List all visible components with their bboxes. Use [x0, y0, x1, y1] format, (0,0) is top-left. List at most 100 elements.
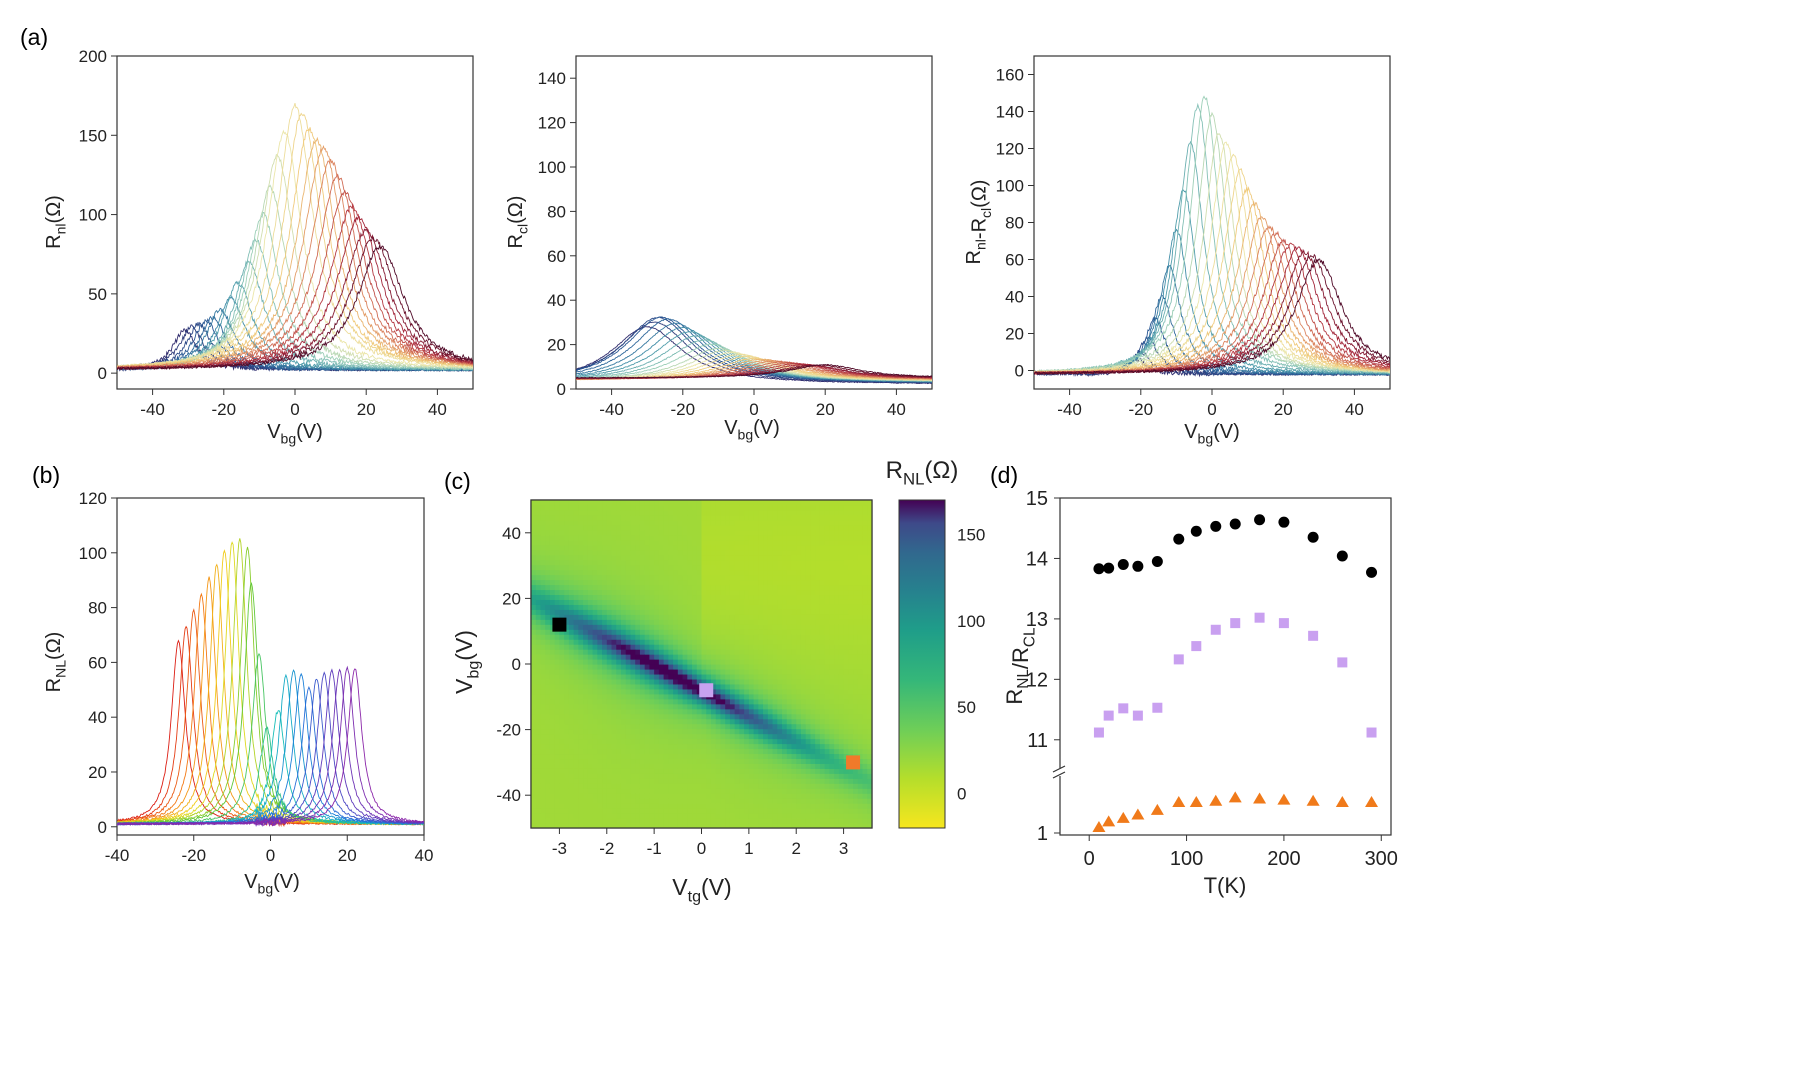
heatmap-cell [857, 649, 864, 655]
heatmap-cell [805, 654, 812, 660]
heatmap-cell [568, 698, 575, 705]
heatmap-cell [554, 818, 561, 824]
heatmap-cell [734, 818, 740, 824]
heatmap-cell [649, 773, 655, 779]
heatmap-cell [592, 599, 598, 605]
heatmap-cell [701, 564, 707, 571]
heatmap-cell [710, 778, 717, 784]
heatmap-cell [857, 509, 864, 516]
heatmap-cell [848, 504, 854, 511]
heatmap-cell [583, 733, 589, 740]
heatmap-cell [540, 693, 546, 700]
heatmap-cell [819, 813, 826, 819]
heatmap-cell [540, 753, 546, 760]
heatmap-cell [739, 743, 745, 750]
heatmap-cell [720, 813, 726, 819]
heatmap-cell [602, 564, 608, 571]
heatmap-cell [602, 664, 608, 670]
heatmap-cell [687, 664, 693, 670]
heatmap-cell [701, 813, 707, 819]
heatmap-cell [819, 743, 826, 750]
heatmap-cell [531, 703, 537, 710]
heatmap-cell [824, 673, 830, 680]
heatmap-cell [673, 609, 679, 615]
heatmap-cell [592, 594, 598, 600]
heatmap-cell [535, 763, 542, 769]
heatmap-cell [696, 609, 703, 615]
heatmap-cell [834, 649, 840, 655]
heatmap-cell [800, 728, 807, 735]
heatmap-cell [829, 733, 835, 740]
heatmap-cell [682, 519, 688, 526]
heatmap-cell [739, 808, 745, 814]
heatmap-cell [554, 504, 561, 511]
heatmap-cell [810, 748, 816, 755]
heatmap-cell [602, 763, 608, 769]
heatmap-cell [834, 698, 840, 705]
heatmap-cell [625, 758, 632, 764]
heatmap-cell [701, 569, 707, 576]
heatmap-cell [635, 524, 641, 531]
heatmap-cell [554, 693, 561, 700]
heatmap-cell [843, 703, 849, 710]
heatmap-cell [687, 614, 693, 620]
heatmap-cell [824, 564, 830, 571]
heatmap-cell [573, 654, 579, 660]
y-axis-label: Rnl(Ω) [43, 195, 69, 249]
heatmap-cell [578, 524, 584, 531]
heatmap-cell [620, 668, 627, 675]
heatmap-cell [819, 619, 826, 625]
heatmap-cell [635, 634, 641, 640]
heatmap-cell [744, 773, 750, 779]
heatmap-cell [829, 579, 835, 586]
heatmap-cell [739, 803, 745, 809]
heatmap-cell [658, 594, 665, 600]
heatmap-cell [658, 559, 665, 566]
heatmap-cell [853, 539, 859, 546]
heatmap-cell [639, 683, 646, 690]
heatmap-cell [701, 649, 707, 655]
heatmap-cell [696, 708, 703, 715]
heatmap-cell [568, 654, 575, 660]
heatmap-cell [853, 748, 859, 755]
heatmap-cell [668, 703, 674, 710]
heatmap-cell [772, 688, 778, 695]
heatmap-cell [658, 773, 665, 779]
heatmap-cell [729, 678, 736, 685]
heatmap-cell [805, 594, 812, 600]
heatmap-cell [531, 763, 537, 769]
series-group [117, 102, 473, 373]
heatmap-cell [744, 529, 750, 536]
heatmap-cell [772, 708, 778, 715]
heatmap-cell [824, 748, 830, 755]
heatmap-cell [720, 584, 726, 591]
heatmap-cell [763, 569, 769, 576]
heatmap-cell [843, 644, 849, 650]
heatmap-cell [800, 708, 807, 715]
heatmap-cell [838, 683, 845, 690]
heatmap-cell [559, 579, 565, 586]
heatmap-cell [843, 803, 849, 809]
heatmap-cell [559, 509, 565, 516]
heatmap-cell [857, 534, 864, 541]
heatmap-cell [758, 683, 764, 690]
heatmap-cell [815, 728, 821, 735]
heatmap-cell [673, 559, 679, 566]
heatmap-cell [701, 664, 707, 670]
heatmap-cell [573, 579, 579, 586]
heatmap-cell [616, 698, 622, 705]
heatmap-cell [568, 574, 575, 581]
heatmap-cell [819, 529, 826, 536]
heatmap-cell [777, 823, 783, 828]
heatmap-cell [649, 624, 655, 630]
heatmap-cell [682, 564, 688, 571]
heatmap-cell [549, 718, 556, 725]
heatmap-cell [531, 733, 537, 740]
y-tick-label: 120 [79, 489, 107, 508]
heatmap-cell [800, 539, 807, 546]
heatmap-cell [692, 624, 698, 630]
heatmap-cell [772, 813, 778, 819]
heatmap-cell [649, 639, 655, 645]
heatmap-cell [673, 718, 679, 725]
heatmap-cell [583, 579, 589, 586]
